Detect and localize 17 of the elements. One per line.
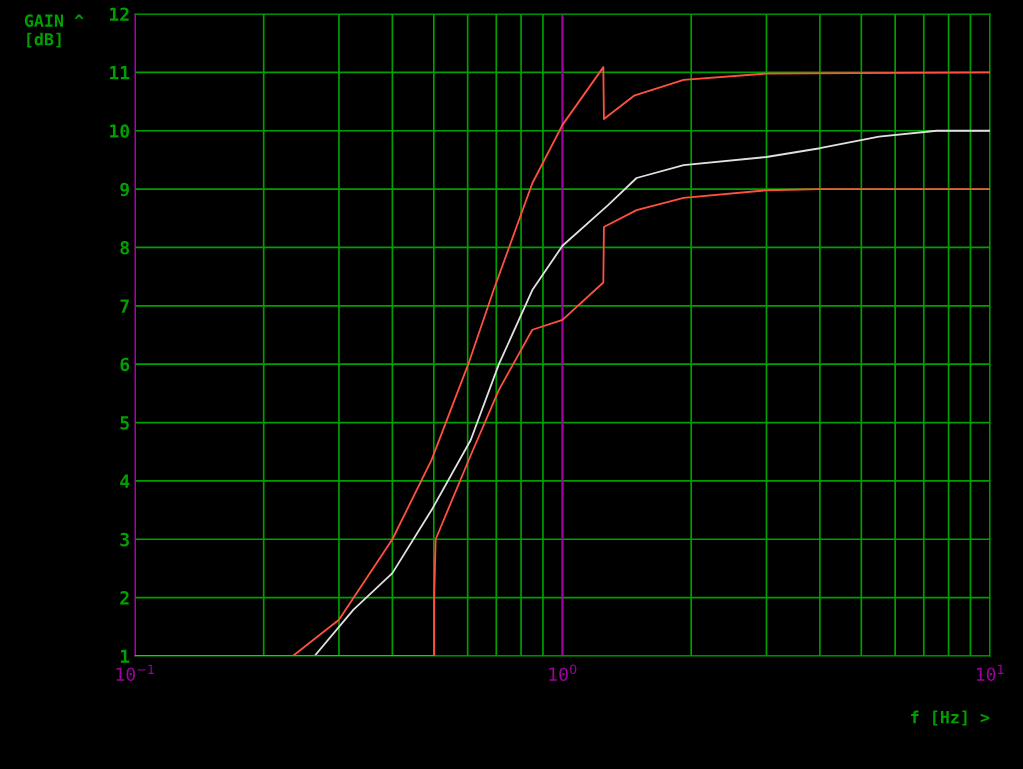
x-tick-label: 10$^{1}$ xyxy=(976,664,1004,682)
y-tick-label: 6 xyxy=(120,357,130,372)
y-tick-label: 7 xyxy=(120,299,129,313)
y-tick-label: 11 xyxy=(110,66,130,80)
y-tick-label: 12 xyxy=(110,7,129,21)
y-tick-label: 10 xyxy=(110,124,130,138)
y-tick-label: 4 xyxy=(120,474,130,488)
x-axis-title: f [Hz] > xyxy=(911,710,990,726)
y-tick-label: 8 xyxy=(120,240,129,255)
y-tick-label: 5 xyxy=(120,416,129,430)
x-tick-label: 10$^{−1}$ xyxy=(116,664,154,682)
y-tick-label: 3 xyxy=(120,532,129,547)
y-tick-label: 2 xyxy=(120,591,129,605)
x-tick-label: 10$^{0}$ xyxy=(549,664,577,682)
y-tick-label: 9 xyxy=(120,182,129,197)
y-tick-label: 1 xyxy=(120,649,130,663)
y-axis-title: GAIN ^ [dB] xyxy=(24,14,84,48)
